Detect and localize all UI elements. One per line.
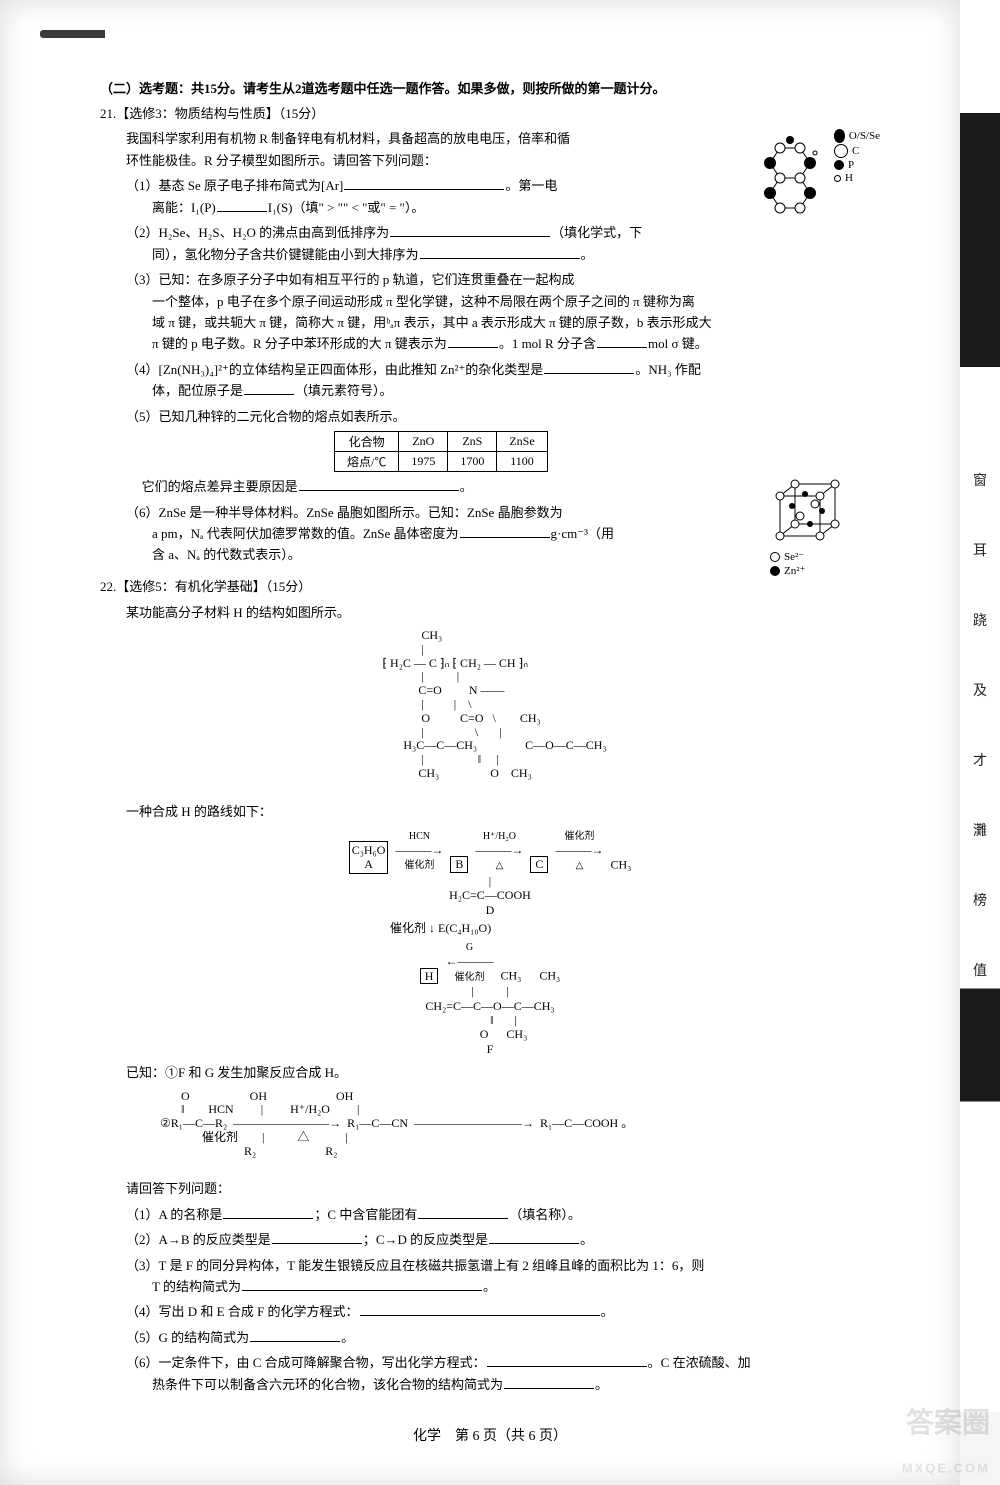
molecule-svg	[750, 128, 830, 218]
side-strip	[960, 0, 1000, 1412]
blank	[299, 478, 459, 491]
blank	[244, 382, 294, 395]
blank	[223, 1206, 313, 1219]
q22-ans-intro: 请回答下列问题：	[100, 1178, 880, 1199]
blank	[504, 1376, 594, 1389]
legend-p: P	[834, 159, 880, 171]
q21-p5b: 它们的熔点差异主要原因是。	[100, 476, 880, 497]
q22-route-intro: 一种合成 H 的路线如下：	[100, 801, 880, 822]
q21-crystal-figure: Se²⁻ Zn²⁺	[770, 476, 880, 566]
side-char: 耳	[968, 540, 992, 560]
blank	[460, 525, 550, 538]
legend-se2: Se²⁻	[770, 550, 880, 563]
side-char: 榜	[968, 890, 992, 910]
q21-p2: （2）H₂Se、H₂S、H₂O 的沸点由高到低排序为（填化学式，下 同），氢化物…	[100, 222, 880, 265]
blank	[420, 246, 580, 259]
q21-p5: （5）已知几种锌的二元化合物的熔点如表所示。	[100, 406, 880, 427]
q21-p4: （4）[Zn(NH₃)₄]²⁺的立体结构呈正四面体形，由此推知 Zn²⁺的杂化类…	[100, 359, 880, 402]
q22-p2: （2）A→B 的反应类型是；C→D 的反应类型是。	[100, 1229, 880, 1250]
td: 1100	[497, 452, 547, 472]
q22-given-scheme: O OH OH ‖ HCN | H⁺/H₂O | ②R₁—C—R₂ ——————…	[100, 1090, 880, 1173]
side-char: 才	[968, 750, 992, 770]
q22-route-scheme: C₃H₆OA HCN———→催化剂 B H⁺/H₂O———→△ C 催化剂———…	[100, 828, 880, 1056]
blank	[360, 1303, 600, 1316]
q21-table: 化合物 ZnO ZnS ZnSe 熔点/℃ 1975 1700 1100	[334, 431, 548, 472]
side-char: 灘	[968, 820, 992, 840]
th: ZnO	[399, 432, 448, 452]
side-char: 及	[968, 680, 992, 700]
blank	[597, 335, 647, 348]
blank	[487, 1354, 647, 1367]
q22-p1: （1）A 的名称是；C 中含官能团有（填名称）。	[100, 1204, 880, 1225]
table-row: 化合物 ZnO ZnS ZnSe	[335, 432, 548, 452]
q22-polymer-structure: CH₃ | ⁅ H₂C — C ⁆ₙ ⁅ CH₂ — CH ⁆ₙ | | C=O…	[100, 629, 880, 795]
q21-title: 21.【选修3：物质结构与性质】（15分）	[100, 103, 880, 124]
blank	[448, 335, 498, 348]
side-char: 窗	[968, 470, 992, 490]
blank	[217, 199, 267, 212]
blank	[272, 1231, 362, 1244]
q22-p4: （4）写出 D 和 E 合成 F 的化学方程式：。	[100, 1301, 880, 1322]
side-char: 跷	[968, 610, 992, 630]
top-scribble-mark	[40, 30, 300, 38]
section-heading: （二）选考题：共15分。请考生从2道选考题中任选一题作答。如果多做，则按所做的第…	[100, 78, 880, 97]
exam-page: （二）选考题：共15分。请考生从2道选考题中任选一题作答。如果多做，则按所做的第…	[0, 0, 960, 1485]
legend-h: H	[834, 172, 880, 184]
legend-zn2: Zn²⁺	[770, 564, 880, 577]
td: 1975	[399, 452, 448, 472]
table-row: 熔点/℃ 1975 1700 1100	[335, 452, 548, 472]
legend-osse: O/S/Se	[834, 129, 880, 143]
th: 化合物	[335, 432, 399, 452]
q21-p6: （6）ZnSe 是一种半导体材料。ZnSe 晶胞如图所示。已知：ZnSe 晶胞参…	[100, 502, 880, 566]
blank	[390, 224, 550, 237]
blank	[544, 361, 634, 374]
blank	[242, 1278, 482, 1291]
q22-intro: 某功能高分子材料 H 的结构如图所示。	[100, 602, 880, 623]
blank	[344, 177, 504, 190]
td: 熔点/℃	[335, 452, 399, 472]
q21-p3: （3）已知：在多原子分子中如有相互平行的 p 轨道，它们连贯重叠在一起构成 一个…	[100, 269, 880, 355]
th: ZnS	[448, 432, 497, 452]
page-footer: 化学 第 6 页（共 6 页）	[100, 1425, 880, 1445]
q22-p3: （3）T 是 F 的同分异构体，T 能发生银镜反应且在核磁共振氢谱上有 2 组峰…	[100, 1255, 880, 1298]
side-char: 值	[968, 960, 992, 980]
crystal-svg	[770, 476, 840, 546]
th: ZnSe	[497, 432, 547, 452]
legend-c: C	[834, 144, 880, 158]
q22-title: 22.【选修5：有机化学基础】（15分）	[100, 576, 880, 597]
blank	[418, 1206, 508, 1219]
q22-p5: （5）G 的结构简式为。	[100, 1327, 880, 1348]
q22-p6: （6）一定条件下，由 C 合成可降解聚合物，写出化学方程式：。C 在浓硫酸、加 …	[100, 1352, 880, 1395]
blank	[250, 1329, 340, 1342]
q21-molecule-figure: O/S/Se C P H	[750, 128, 880, 228]
q22-given: 已知：①F 和 G 发生加聚反应合成 H。	[100, 1062, 880, 1083]
blank	[489, 1231, 579, 1244]
td: 1700	[448, 452, 497, 472]
